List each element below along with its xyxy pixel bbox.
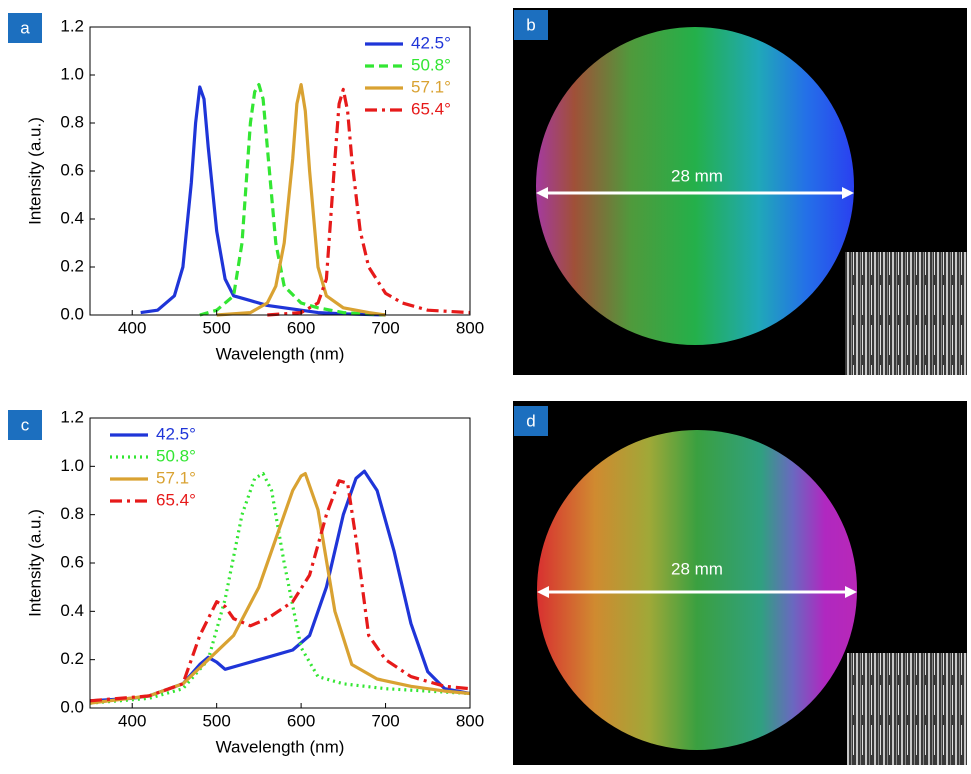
y-tick-label: 1.0 xyxy=(60,456,84,475)
sem-inset xyxy=(847,653,967,765)
series-line xyxy=(199,83,386,317)
legend-label: 57.1° xyxy=(411,77,451,96)
y-tick-label: 1.2 xyxy=(60,407,84,426)
legend-label: 65.4° xyxy=(156,490,196,509)
panel-label-box xyxy=(8,410,42,440)
series-line xyxy=(89,479,471,703)
sem-inset xyxy=(845,252,967,375)
legend-label: 50.8° xyxy=(411,55,451,74)
legend-label: 65.4° xyxy=(411,99,451,118)
y-tick-label: 0.8 xyxy=(60,504,84,523)
panel-label: b xyxy=(526,15,535,34)
x-tick-label: 500 xyxy=(202,318,230,337)
y-tick-label: 0.8 xyxy=(60,112,84,131)
arrow-head xyxy=(845,586,857,598)
series-line xyxy=(216,83,386,317)
x-axis-label: Wavelength (nm) xyxy=(216,344,345,363)
series-line xyxy=(89,469,471,703)
panel-label-box xyxy=(514,10,548,40)
chart: a 400 500 600 700 800 0.0 0.2 0.4 0.6 0.8 1.0 1.2 Wav… xyxy=(8,13,484,363)
y-tick-label: 1.0 xyxy=(60,64,84,83)
panel-label-box xyxy=(8,13,42,43)
y-tick-label: 0.0 xyxy=(60,697,84,716)
x-tick-label: 500 xyxy=(202,711,230,730)
legend-label: 57.1° xyxy=(156,468,196,487)
y-tick-label: 0.4 xyxy=(60,208,84,227)
y-tick-label: 0.2 xyxy=(60,256,84,275)
x-tick-label: 400 xyxy=(118,711,146,730)
series-line xyxy=(89,472,471,705)
y-tick-label: 0.6 xyxy=(60,160,84,179)
x-tick-label: 700 xyxy=(371,318,399,337)
y-axis-label: Intensity (a.u.) xyxy=(25,509,44,617)
photo-panel: 28 mm b xyxy=(513,8,967,375)
y-tick-label: 0.2 xyxy=(60,649,84,668)
legend-label: 50.8° xyxy=(156,446,196,465)
arrow-head xyxy=(537,586,549,598)
x-tick-label: 600 xyxy=(287,318,315,337)
scale-label: 28 mm xyxy=(671,166,723,185)
legend-label: 42.5° xyxy=(411,33,451,52)
x-tick-label: 700 xyxy=(371,711,399,730)
series-line xyxy=(89,472,471,705)
sample-disc xyxy=(537,430,857,750)
chart: c 400 500 600 700 800 0.0 0.2 0.4 0.6 0.8 1.0 1.2 Wav… xyxy=(8,407,484,756)
series-line xyxy=(267,87,471,317)
arrow-head xyxy=(536,187,548,199)
y-tick-label: 0.0 xyxy=(60,304,84,323)
panel-label: d xyxy=(526,411,535,430)
photo-panel: 28 mm d xyxy=(513,401,967,765)
x-tick-label: 800 xyxy=(456,318,484,337)
panel-label: c xyxy=(21,415,30,434)
arrow-head xyxy=(842,187,854,199)
legend-label: 42.5° xyxy=(156,424,196,443)
y-axis-label: Intensity (a.u.) xyxy=(25,117,44,225)
x-tick-label: 400 xyxy=(118,318,146,337)
y-tick-label: 1.2 xyxy=(60,16,84,35)
sample-disc xyxy=(536,27,854,345)
y-tick-label: 0.4 xyxy=(60,601,84,620)
x-tick-label: 600 xyxy=(287,711,315,730)
scale-label: 28 mm xyxy=(671,559,723,578)
panel-label: a xyxy=(20,18,30,37)
y-tick-label: 0.6 xyxy=(60,552,84,571)
x-tick-label: 800 xyxy=(456,711,484,730)
panel-label-box xyxy=(514,406,548,436)
plot-frame xyxy=(89,417,471,709)
x-axis-label: Wavelength (nm) xyxy=(216,737,345,756)
